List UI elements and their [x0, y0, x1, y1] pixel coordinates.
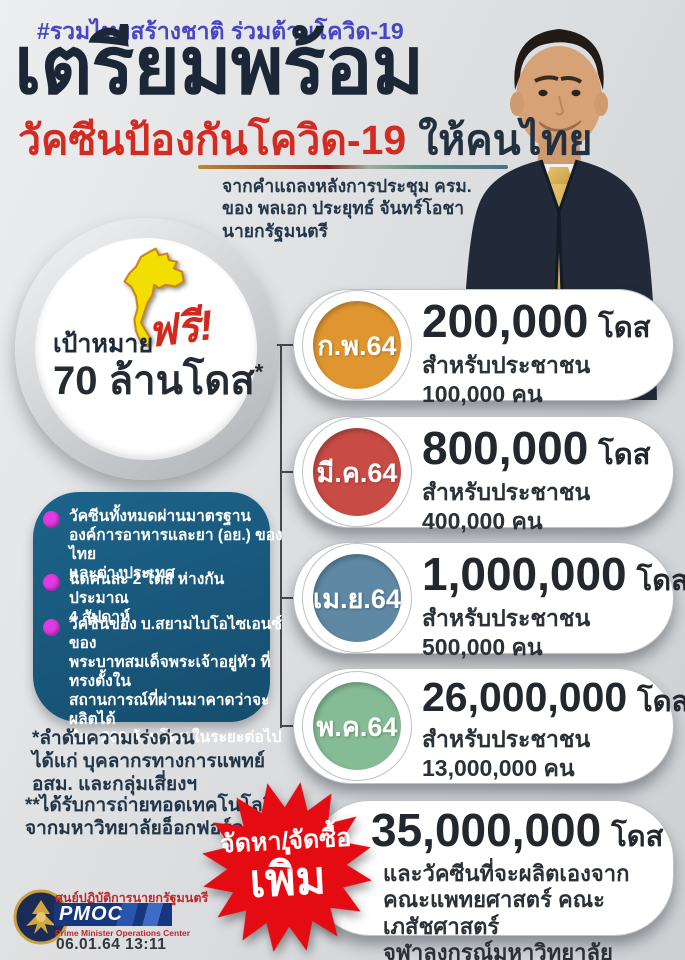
- badge-line: เพิ่ม: [248, 851, 328, 908]
- bullet-dot-icon: [43, 511, 60, 528]
- connector-stub: [280, 725, 294, 727]
- bullet-line: สถานการณ์ที่ผ่านมาคาดว่าจะผลิตได้: [69, 691, 270, 728]
- month-badge: เม.ย.64: [303, 544, 411, 652]
- pmoc-english-name: Prime Minister Operations Center: [55, 928, 191, 938]
- target-doses: 70 ล้านโดส: [53, 359, 255, 403]
- population-count: 500,000 คน: [422, 634, 543, 661]
- connector-stub: [280, 471, 294, 473]
- connector-stub: [268, 344, 294, 346]
- attribution-line: นายกรัฐมนตรี: [222, 220, 328, 241]
- extra-desc-line: คณะแพทยศาสตร์ คณะเภสัชศาสตร์: [383, 887, 605, 939]
- timeline-item-apr: เม.ย.64 1,000,000 โดส สำหรับประชาชน 500,0…: [293, 542, 685, 660]
- starburst-icon: [202, 782, 372, 952]
- extra-procurement-text: 35,000,000 โดส และวัคซีนที่จะผลิตเองจาก ค…: [371, 807, 673, 960]
- month-label: พ.ค.64: [316, 711, 398, 742]
- footnote-line: จากมหาวิทยาลัยอ็อกฟอร์ด: [25, 817, 244, 839]
- vaccine-info-box: วัคซีนทั้งหมดผ่านมาตรฐาน องค์การอาหารและ…: [33, 492, 283, 746]
- doses-value: 1,000,000: [422, 548, 627, 600]
- doses-unit: โดส: [598, 439, 651, 471]
- doses-unit: โดส: [611, 821, 664, 853]
- bullet-line: 4 สัปดาห์: [69, 608, 131, 626]
- footnote-line: **ได้รับการถ่ายทอดเทคโนโลยี: [25, 795, 274, 816]
- bullet-line: ปีละ 200 ล้านโดส ในระยะต่อไป: [69, 729, 282, 747]
- month-badge: ก.พ.64: [303, 291, 411, 399]
- extra-procurement-pill: 35,000,000 โดส และวัคซีนที่จะผลิตเองจาก ค…: [310, 800, 674, 960]
- population-count: 400,000 คน: [422, 508, 543, 535]
- footnote-priority: *ลำดับความเร่งด่วน ได้แก่ บุคลากรทางการแ…: [32, 728, 265, 796]
- bullet-line: พระบาทสมเด็จพระเจ้าอยู่หัว ที่ทรงตั้งใน: [69, 653, 271, 690]
- procure-more-badge: จัดหา/จัดซื้อ เพิ่ม: [199, 779, 375, 955]
- bullet-line: วัคซีนทั้งหมดผ่านมาตรฐาน: [69, 508, 252, 525]
- footnote-line: ได้แก่ บุคลากรทางการแพทย์: [32, 750, 265, 772]
- timeline-item-text: 800,000 โดส สำหรับประชาชน 400,000 คน: [422, 425, 650, 535]
- doses-unit: โดส: [636, 565, 685, 597]
- bullet-line: ฉีดคนละ 2 โดส ห่างกันประมาณ: [69, 571, 225, 607]
- footnote-line: อสม. และกลุ่มเสี่ยงฯ: [32, 773, 198, 795]
- extra-desc-line: จุฬาลงกรณ์มหาวิทยาลัย: [383, 940, 613, 960]
- info-bullet: วัคซีนทั้งหมดผ่านมาตรฐาน องค์การอาหารและ…: [43, 508, 283, 584]
- connector-stub: [280, 597, 294, 599]
- timeline-item-text: 1,000,000 โดส สำหรับประชาชน 500,000 คน: [422, 551, 685, 661]
- page-title: เตรียมพร้อม: [14, 21, 424, 110]
- doses-unit: โดส: [637, 686, 685, 718]
- timeline-item-text: 200,000 โดส สำหรับประชาชน 100,000 คน: [422, 298, 650, 408]
- subtitle-vaccine: วัคซีนป้องกันโควิด-19: [18, 117, 407, 163]
- doses-unit: โดส: [598, 312, 651, 344]
- attribution-line: จากคำแถลงหลังการประชุม ครม.: [222, 176, 472, 196]
- attribution-line: ของ พลเอก ประยุทธ์ จันทร์โอชา: [222, 198, 465, 219]
- population-line: สำหรับประชาชน: [422, 479, 591, 505]
- target-circle: ฟรี! เป้าหมาย 70 ล้านโดส*: [15, 218, 277, 480]
- subtitle-for-thais: ให้คนไทย: [418, 117, 593, 163]
- pmoc-logo: PMOC: [54, 903, 172, 926]
- population-line: สำหรับประชาชน: [422, 352, 591, 378]
- target-value: 70 ล้านโดส*: [53, 348, 263, 412]
- doses-value: 35,000,000: [371, 804, 602, 856]
- doses-value: 800,000: [422, 422, 589, 474]
- footnote-marker: *: [254, 359, 264, 385]
- target-label: เป้าหมาย: [53, 330, 154, 358]
- timestamp: 06.01.64 13:11: [56, 936, 167, 953]
- doses-value: 200,000: [422, 295, 589, 347]
- gradient-divider: [198, 165, 508, 169]
- timeline-item-feb: ก.พ.64 200,000 โดส สำหรับประชาชน 100,000 …: [293, 289, 674, 407]
- doses-value: 26,000,000: [422, 674, 628, 720]
- month-label: มี.ค.64: [316, 457, 398, 488]
- footnote-line: *ลำดับความเร่งด่วน: [32, 728, 195, 749]
- timeline-item-mar: มี.ค.64 800,000 โดส สำหรับประชาชน 400,000…: [293, 416, 674, 534]
- bullet-dot-icon: [43, 574, 60, 591]
- bullet-dot-icon: [43, 619, 60, 636]
- pmoc-thai-name: ศูนย์ปฏิบัติการนายกรัฐมนตรี: [55, 891, 209, 905]
- procure-more-label: จัดหา/จัดซื้อ เพิ่ม: [195, 775, 380, 960]
- footnote-technology: **ได้รับการถ่ายทอดเทคโนโลยี จากมหาวิทยาล…: [25, 795, 274, 841]
- thailand-map-icon: [123, 247, 185, 347]
- campaign-hashtag: #รวมไทยสร้างชาติ ร่วมต้านโควิด-19: [37, 18, 404, 44]
- subtitle: วัคซีนป้องกันโควิด-19 ให้คนไทย: [18, 108, 592, 173]
- population-line: สำหรับประชาชน: [422, 605, 591, 631]
- info-bullet: วัคซีนของ บ.สยามไบโอไซเอนซ์ ของ พระบาทสม…: [43, 616, 283, 748]
- population-count: 13,000,000 คน: [422, 755, 575, 782]
- bullet-line: วัคซีนของ บ.สยามไบโอไซเอนซ์ ของ: [69, 616, 282, 652]
- bullet-line: องค์การอาหารและยา (อย.) ของไทย: [69, 526, 283, 563]
- population-count: 100,000 คน: [422, 381, 543, 408]
- month-label: เม.ย.64: [313, 583, 401, 614]
- pmoc-abbr: PMOC: [59, 903, 123, 925]
- population-line: สำหรับประชาชน: [422, 726, 591, 752]
- bullet-line: และต่างประเทศ: [69, 564, 175, 582]
- info-bullet: ฉีดคนละ 2 โดส ห่างกันประมาณ 4 สัปดาห์: [43, 571, 283, 628]
- timeline-connector-line: [280, 344, 282, 728]
- month-label: ก.พ.64: [317, 330, 397, 361]
- month-badge: พ.ค.64: [303, 672, 411, 780]
- attribution-text: จากคำแถลงหลังการประชุม ครม. ของ พลเอก ปร…: [222, 175, 472, 242]
- month-badge: มี.ค.64: [303, 418, 411, 526]
- extra-desc-line: และวัคซีนที่จะผลิตเองจาก: [383, 861, 630, 886]
